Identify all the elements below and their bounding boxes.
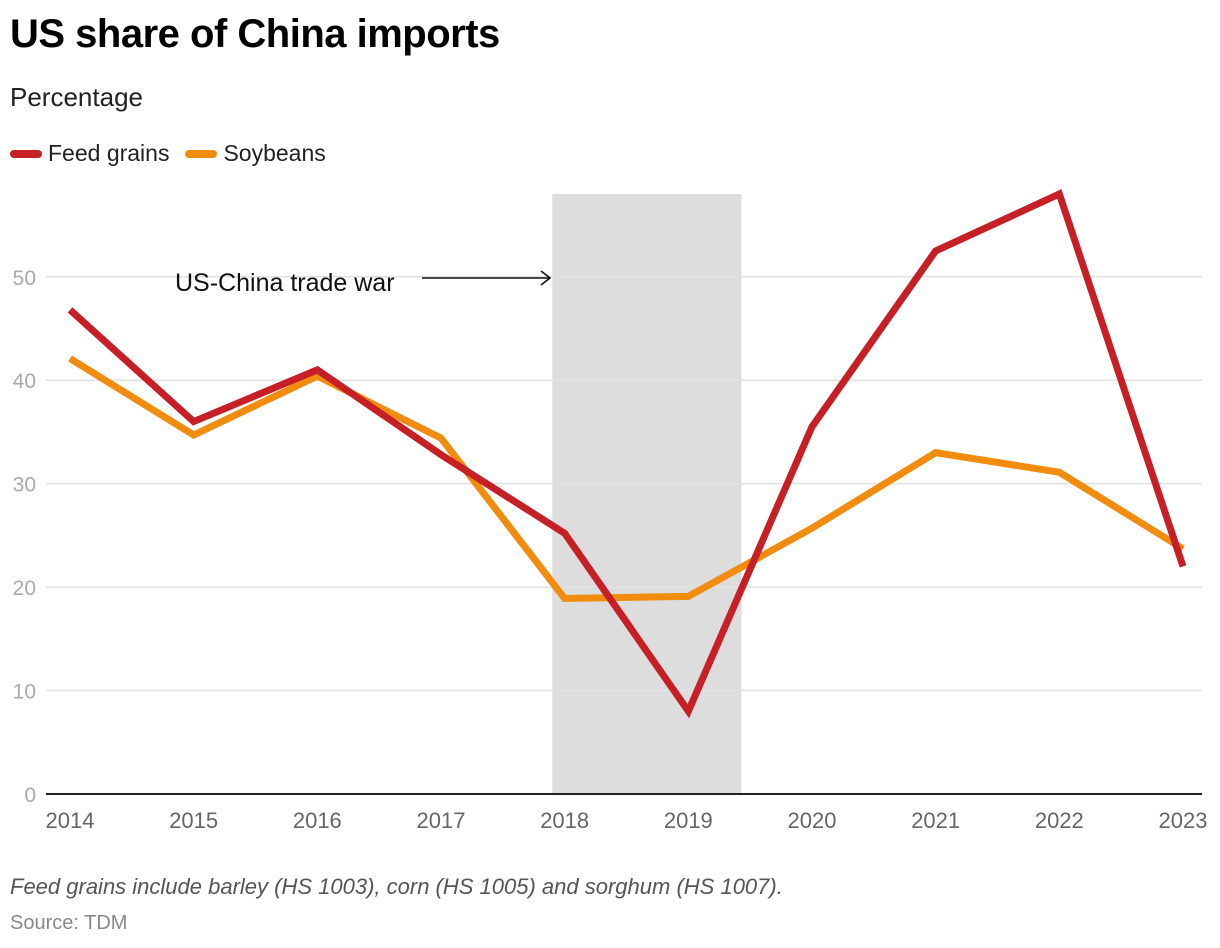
x-tick-label: 2016 [293, 808, 342, 833]
y-tick-label: 20 [13, 577, 36, 600]
x-tick-label: 2015 [169, 808, 218, 833]
chart-subtitle: Percentage [10, 82, 143, 112]
x-tick-label: 2019 [664, 808, 713, 833]
source: Source: TDM [10, 912, 128, 934]
footnote: Feed grains include barley (HS 1003), co… [10, 874, 783, 899]
x-tick-label: 2023 [1159, 808, 1208, 833]
legend-swatch-soybeans [185, 149, 218, 158]
legend-swatch-feed-grains [10, 149, 42, 158]
trade-war-band [552, 194, 742, 794]
legend-item-soybeans: Soybeans [185, 140, 326, 167]
y-tick-label: 10 [13, 681, 36, 704]
series-line-feed-grains [67, 189, 1187, 719]
y-tick-label: 50 [13, 267, 36, 290]
y-tick-label: 40 [13, 370, 36, 393]
x-tick-label: 2017 [417, 808, 466, 833]
annotation-label: US-China trade war [175, 269, 395, 297]
x-tick-label: 2014 [46, 808, 95, 833]
x-tick-label: 2022 [1035, 808, 1084, 833]
x-tick-label: 2018 [540, 808, 589, 833]
x-tick-label: 2020 [788, 808, 837, 833]
x-tick-label: 2021 [911, 808, 960, 833]
series-line-soybeans [68, 355, 1185, 603]
legend-label-soybeans: Soybeans [223, 140, 326, 166]
legend-item-feed-grains: Feed grains [10, 140, 169, 167]
y-tick-label: 0 [24, 784, 36, 807]
chart-title: US share of China imports [10, 12, 500, 56]
annotation-arrow-head [540, 270, 552, 286]
legend: Feed grains Soybeans [10, 140, 342, 167]
legend-label-feed-grains: Feed grains [48, 140, 170, 166]
y-tick-label: 30 [13, 474, 36, 497]
